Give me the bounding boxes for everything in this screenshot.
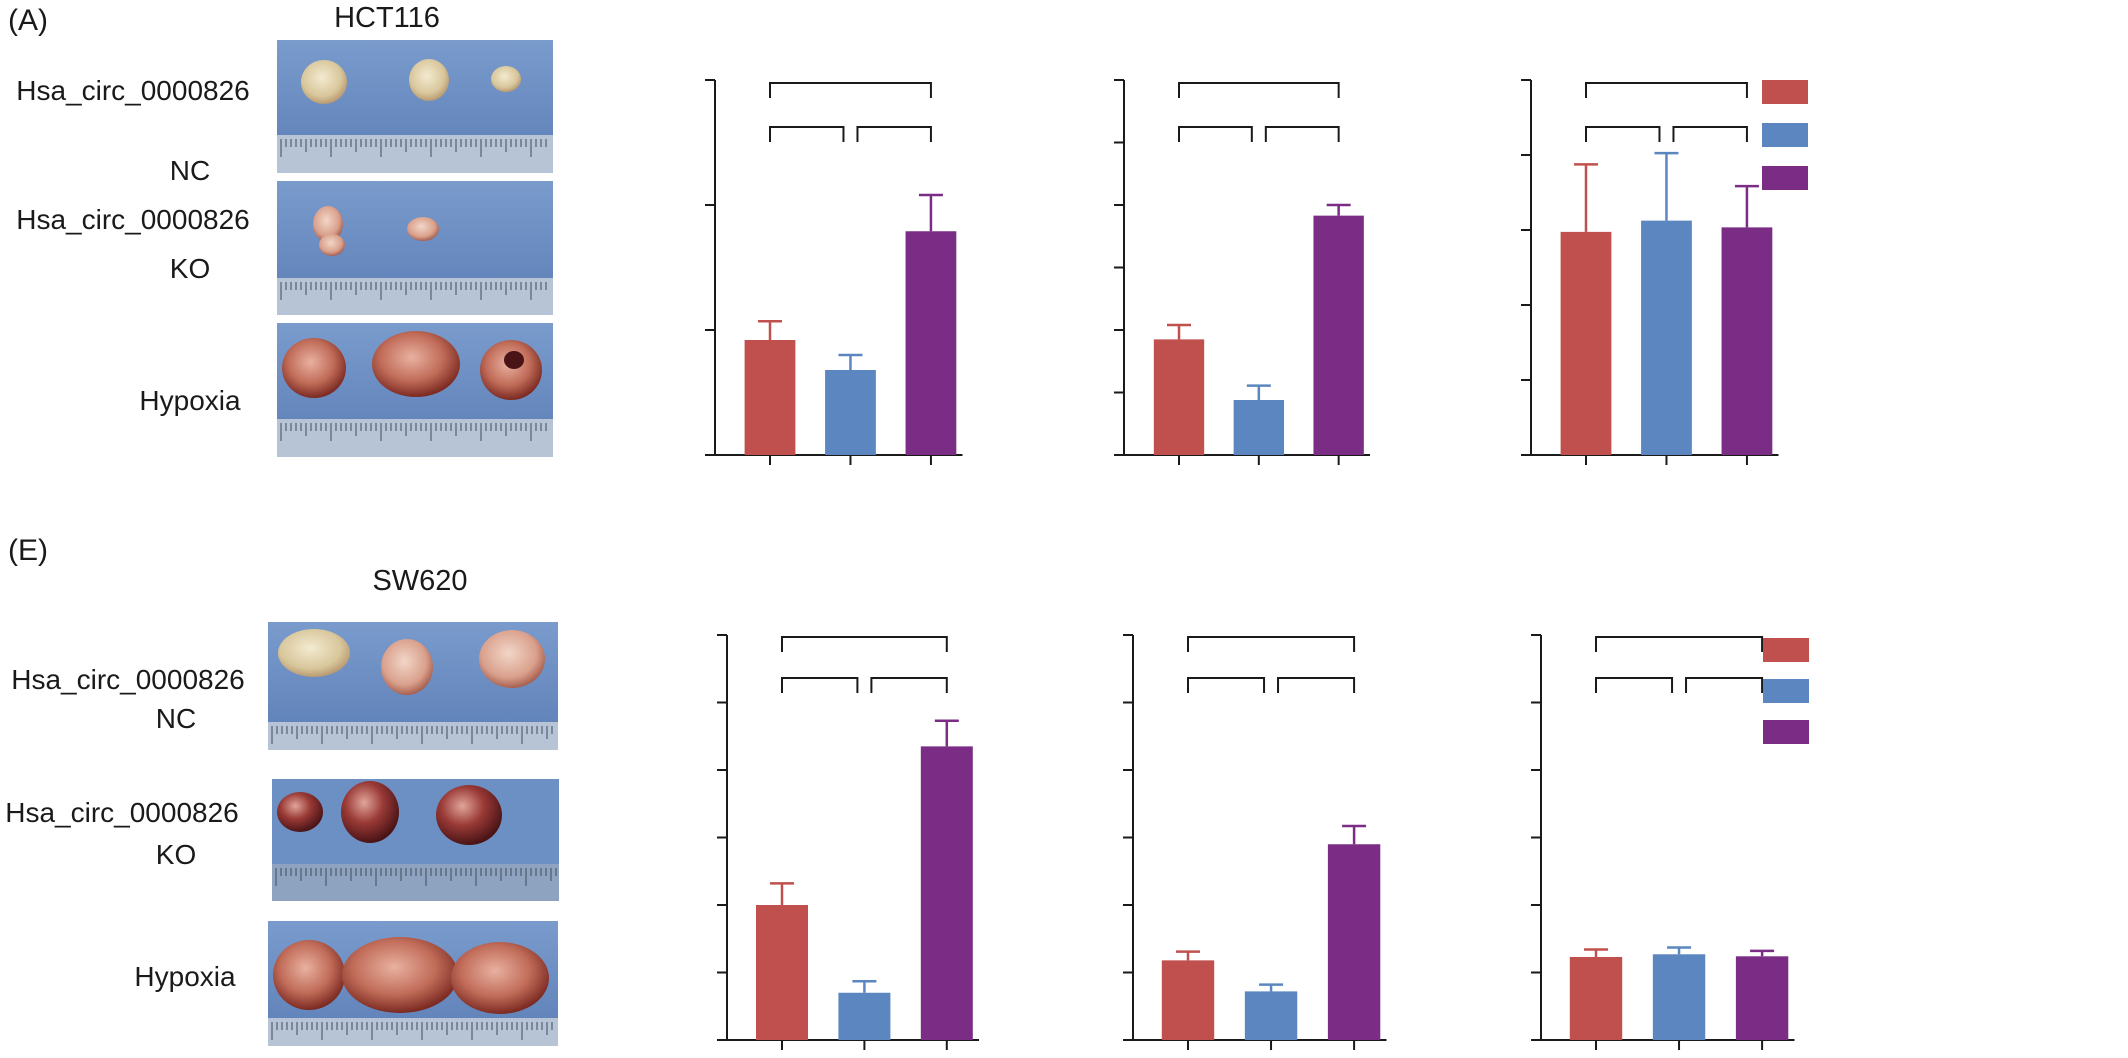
significance-bracket [1672,126,1748,142]
ruler [280,423,547,441]
bar [1161,960,1215,1040]
ruler [271,1022,553,1040]
bar [1652,954,1706,1040]
row-label-ko-line1: Hsa_circ_0000826 [16,204,250,235]
bar [1641,220,1692,455]
row-label-hypoxia: Hypoxia [139,385,241,416]
row-label-nc-line2: NC [156,703,196,734]
significance-bracket [769,82,932,98]
significance-bracket [1595,677,1674,693]
ruler [275,868,557,886]
photo-title-sw620: SW620 [372,565,467,597]
row-label-hypoxia: Hypoxia [134,961,236,992]
chart-h-lung [1531,634,1795,1050]
ruler [280,282,547,300]
bar [905,231,957,455]
row-label-nc-line1: Hsa_circ_0000826 [16,75,250,106]
panel-letter-a: (A) [8,4,48,37]
bar [1560,231,1612,455]
legend-top [1762,80,1808,190]
significance-bracket [1178,82,1340,98]
legend-swatch [1763,720,1809,744]
legend-swatch [1763,679,1809,703]
tumor-photo-ko [277,181,553,315]
legend-swatch [1763,638,1809,662]
row-label-nc-line1: Hsa_circ_0000826 [11,664,245,695]
row-label-ko-line2: KO [156,839,196,870]
tumor-photo-hypoxia [277,323,553,457]
chart-b-tumor [705,79,963,465]
photo-title-hct116: HCT116 [334,2,440,34]
significance-bracket [1595,636,1764,652]
chart-g-liver [1123,634,1387,1050]
bar [838,992,891,1040]
significance-bracket [1585,126,1661,142]
bar [825,370,876,455]
chart-c-liver [1114,79,1370,465]
significance-bracket [1277,677,1356,693]
significance-bracket [781,636,948,652]
tumor-photo-ko [272,779,559,901]
photo-panel-a: (A) HCT116 Hsa_circ_0000826 NC Hsa_circ_… [8,2,553,457]
legend-swatch [1762,123,1808,147]
bar [920,746,973,1040]
ruler [280,139,547,157]
tumor-photo-hypoxia [268,921,558,1046]
panel-letter-e: (E) [8,534,48,567]
row-label-nc-line2: NC [170,155,210,186]
chart-d-lung [1521,79,1779,465]
ruler [271,726,553,744]
bar [1327,844,1381,1040]
significance-bracket [1178,126,1253,142]
significance-bracket [870,677,948,693]
significance-bracket [1264,126,1340,142]
bar [1313,215,1364,455]
significance-bracket [1585,82,1748,98]
bar [756,905,808,1040]
significance-bracket [781,677,859,693]
bar [1244,991,1298,1040]
legend-swatch [1762,166,1808,190]
chart-f-tumor [717,634,979,1050]
legend-swatch [1762,80,1808,104]
significance-bracket [1187,636,1356,652]
bar [1735,956,1789,1040]
bar [1233,400,1285,455]
significance-bracket [1187,677,1266,693]
bar [1153,339,1205,455]
tumor-photo-nc [268,622,558,750]
row-label-ko-line1: Hsa_circ_0000826 [5,797,239,828]
bar [1569,956,1623,1040]
significance-bracket [769,126,845,142]
bar [744,340,796,455]
legend-bottom [1763,638,1809,744]
bar [1721,227,1773,455]
tumor-photo-nc [277,40,553,173]
significance-bracket [856,126,932,142]
row-label-ko-line2: KO [170,253,210,284]
photo-panel-e: (E) SW620 Hsa_circ_0000826 NC Hsa_circ_0… [5,534,559,1046]
significance-bracket [1685,677,1764,693]
